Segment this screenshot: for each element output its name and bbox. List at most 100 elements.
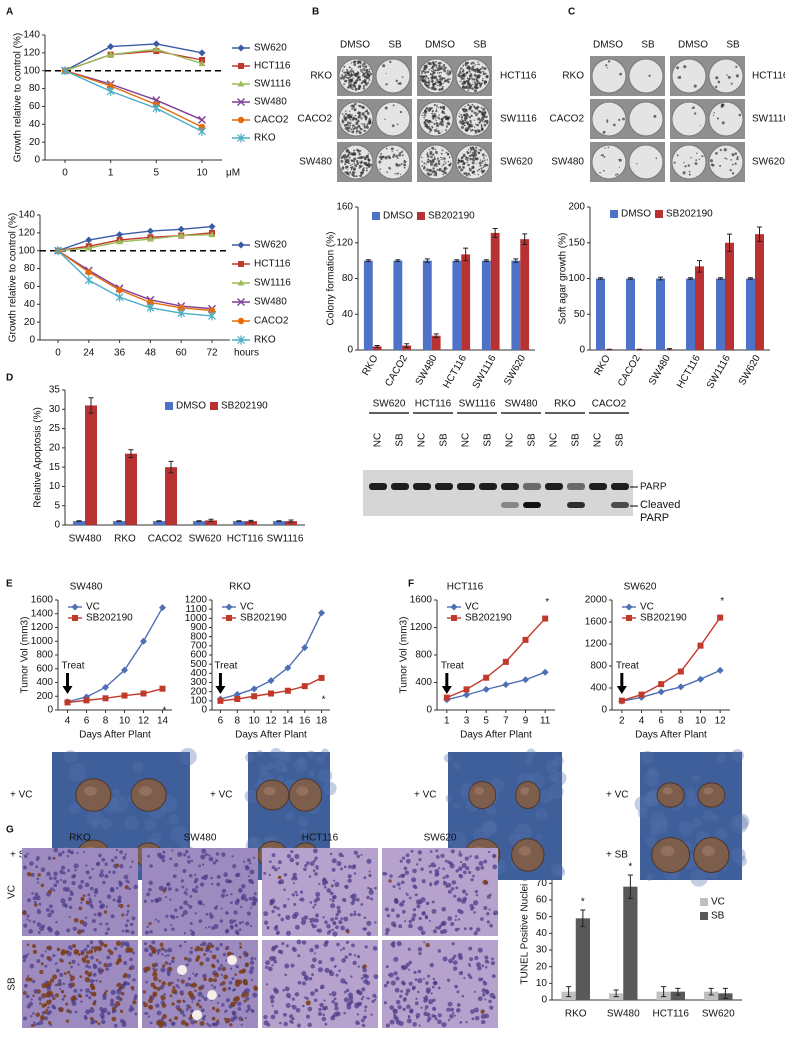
x-tick-label: 4	[65, 716, 71, 727]
colony	[462, 81, 464, 83]
tunel-positive	[171, 988, 177, 994]
colony	[480, 110, 484, 115]
nucleus	[208, 925, 211, 929]
tunel-positive	[67, 970, 71, 974]
tunel-positive	[195, 945, 201, 952]
tunel-positive	[238, 955, 242, 959]
y-axis-label: Tumor Vol (mm3)	[399, 617, 410, 694]
nucleus	[32, 896, 37, 901]
y-tick-label: 80	[29, 83, 41, 94]
nucleus	[221, 1003, 225, 1007]
tunel-positive	[40, 1017, 44, 1021]
tunel-positive	[28, 977, 33, 982]
photo-column-label: SB	[473, 40, 487, 51]
nucleus	[338, 919, 343, 925]
colony	[483, 157, 485, 159]
colony	[345, 150, 348, 153]
fabric-texture	[640, 750, 655, 765]
nucleus	[341, 958, 347, 963]
colony	[361, 168, 364, 171]
nucleus	[481, 988, 487, 993]
x-tick-label: 2	[619, 716, 625, 727]
tunel-positive	[39, 1002, 42, 1005]
nucleus	[297, 954, 301, 958]
colony	[354, 158, 357, 160]
nucleus	[477, 947, 483, 953]
tumor-row-label: + VC	[210, 790, 233, 801]
tunel-positive	[71, 944, 77, 949]
tunel-positive	[221, 966, 227, 972]
blot-lane-label: NC	[461, 433, 472, 447]
nucleus	[88, 897, 92, 901]
colony	[356, 76, 360, 80]
tumor-highlight	[660, 845, 675, 857]
nucleus	[474, 956, 479, 961]
panel-label: C	[568, 7, 575, 18]
tunel-positive	[41, 993, 47, 999]
legend-marker	[451, 615, 457, 621]
nucleus	[417, 947, 423, 952]
data-point	[618, 697, 625, 704]
colony	[353, 60, 356, 62]
colony	[344, 74, 347, 78]
colony	[715, 152, 718, 155]
x-tick-label: 72	[206, 348, 218, 359]
tunel-positive	[142, 1001, 146, 1005]
nucleus	[469, 855, 472, 858]
nucleus	[420, 1006, 423, 1009]
colony	[344, 66, 346, 68]
photo-column-label: SB	[388, 40, 402, 51]
nucleus	[283, 1021, 288, 1027]
nucleus	[435, 855, 440, 859]
tunel-positive	[198, 1005, 203, 1009]
nucleus	[199, 882, 205, 887]
colony	[438, 74, 442, 78]
nucleus	[428, 864, 431, 868]
y-tick-label: 120	[18, 227, 35, 238]
nucleus	[323, 942, 328, 947]
data-point	[140, 690, 147, 697]
nucleus	[53, 876, 57, 881]
nucleus	[360, 903, 364, 906]
colony	[446, 122, 450, 125]
colony	[479, 120, 482, 123]
colony	[458, 115, 460, 117]
colony	[353, 109, 356, 112]
colony	[346, 154, 350, 158]
x-tick-label: RKO	[565, 1009, 587, 1020]
nucleus	[284, 986, 290, 992]
data-point	[463, 686, 470, 693]
colony	[419, 75, 423, 79]
nucleus	[396, 941, 402, 947]
nucleus	[490, 960, 496, 966]
nucleus	[417, 926, 420, 930]
colony	[472, 83, 474, 85]
colony	[341, 70, 343, 73]
colony	[366, 156, 369, 159]
nucleus	[392, 1008, 398, 1014]
error-bar	[395, 259, 401, 263]
tunel-positive	[85, 900, 90, 904]
nucleus	[404, 870, 409, 875]
nucleus	[85, 964, 89, 968]
tunel-positive	[54, 993, 59, 998]
colony	[604, 147, 606, 149]
tunel-positive	[44, 1010, 48, 1015]
nucleus	[360, 997, 364, 1001]
nucleus	[253, 897, 258, 903]
colony	[422, 166, 426, 170]
nucleus	[57, 852, 63, 857]
nucleus	[219, 942, 223, 947]
nucleus	[122, 855, 127, 860]
tunel-positive	[194, 989, 197, 992]
nucleus	[453, 954, 457, 958]
nucleus	[179, 905, 183, 910]
tunel-positive	[103, 991, 107, 995]
colony	[435, 66, 437, 68]
nucleus	[124, 853, 127, 856]
y-tick-label: 600	[36, 663, 53, 674]
nucleus	[252, 992, 258, 998]
tunel-positive	[216, 1019, 220, 1023]
colony	[441, 149, 444, 152]
nucleus	[491, 957, 494, 961]
